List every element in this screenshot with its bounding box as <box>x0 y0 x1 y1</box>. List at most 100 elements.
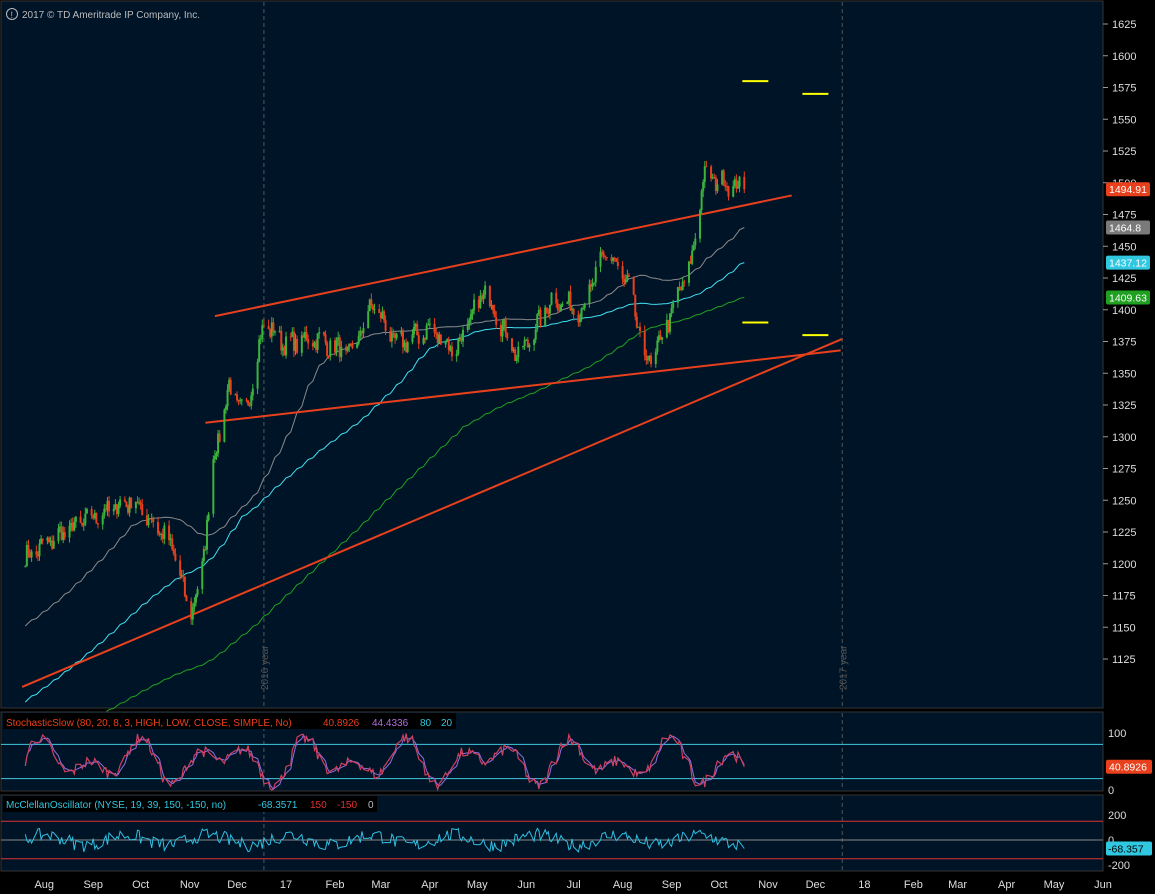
candle-body <box>676 287 679 303</box>
x-tick-label: Dec <box>227 879 247 891</box>
candle-body <box>337 337 340 340</box>
candle-body <box>179 560 182 576</box>
candle-body <box>400 331 403 334</box>
candle-body <box>261 325 264 339</box>
candle-body <box>710 166 713 179</box>
trend-line <box>214 194 792 318</box>
candle-body <box>427 324 430 326</box>
candle-body <box>444 340 447 345</box>
candle-body <box>743 176 746 190</box>
candle-body <box>180 574 183 576</box>
candle-body <box>338 337 341 358</box>
candle-body <box>661 337 664 340</box>
candle-body <box>139 502 142 504</box>
candle-body <box>315 342 318 350</box>
candle-body <box>395 333 398 339</box>
candle-body <box>370 299 373 306</box>
y-tick-label: 1400 <box>1112 305 1136 317</box>
candle-body <box>503 318 506 326</box>
candle-body <box>738 176 741 187</box>
candle-body <box>417 335 420 344</box>
candle-body <box>149 518 152 520</box>
price-badge <box>1106 255 1150 270</box>
y-tick-label: 1600 <box>1112 51 1136 63</box>
candle-body <box>732 186 735 197</box>
osc-legend-v1: -68.3571 <box>258 800 298 811</box>
candle-body <box>207 513 210 521</box>
candle-body <box>533 339 536 345</box>
candle-body <box>278 330 281 332</box>
candle-body <box>240 399 243 401</box>
candle-body <box>47 537 50 543</box>
y-tick-label: 1275 <box>1112 464 1136 476</box>
candle-body <box>291 331 294 337</box>
stoch-badge <box>1106 759 1152 774</box>
candle-body <box>572 308 575 315</box>
candle-body <box>457 338 460 355</box>
candle-body <box>117 505 120 514</box>
x-tick-label: Feb <box>904 879 923 891</box>
y-tick-label: 1250 <box>1112 495 1136 507</box>
candle-body <box>307 339 310 344</box>
candle-body <box>714 177 717 192</box>
stoch-legend-v1: 40.8926 <box>323 718 360 729</box>
candle-body <box>643 331 646 356</box>
candle-body <box>103 508 106 516</box>
candle-body <box>379 312 382 319</box>
info-icon[interactable] <box>6 8 18 20</box>
candle-body <box>74 516 77 522</box>
candle-body <box>217 433 220 454</box>
trend-line <box>205 349 841 424</box>
candle-body <box>256 361 259 389</box>
candle-body <box>359 330 362 336</box>
candle-body <box>272 322 275 333</box>
candle-body <box>646 359 649 361</box>
candle-body <box>213 456 216 460</box>
stoch-y-tick-label: 100 <box>1108 728 1126 740</box>
candle-body <box>316 333 319 350</box>
candle-body <box>477 299 480 308</box>
candle-body <box>425 325 428 340</box>
candle-body <box>689 261 692 264</box>
candle-body <box>145 515 148 525</box>
candle-body <box>52 541 55 549</box>
candle-body <box>722 170 725 186</box>
candle-body <box>627 275 630 277</box>
candle-body <box>24 566 27 568</box>
candle-body <box>612 257 615 262</box>
y-tick-label: 1150 <box>1112 622 1136 634</box>
candle-body <box>547 312 550 314</box>
candle-body <box>588 284 591 304</box>
candle-body <box>285 336 288 356</box>
x-tick-label: Apr <box>421 879 438 891</box>
candle-body <box>480 295 483 300</box>
candle-body <box>373 309 376 311</box>
y-tick-label: 1225 <box>1112 527 1136 539</box>
osc-legend-bg <box>3 796 377 812</box>
candle-body <box>394 333 397 339</box>
candle-body <box>30 551 33 558</box>
candle-body <box>327 355 330 357</box>
candle-body <box>510 338 513 351</box>
candle-body <box>616 261 619 267</box>
candle-body <box>378 309 381 313</box>
candle-body <box>79 516 82 523</box>
candle-body <box>283 347 286 356</box>
candle-body <box>152 518 155 523</box>
candle-body <box>413 326 416 335</box>
svg-text:McClellanOscillator (NYSE, 19,: McClellanOscillator (NYSE, 19, 39, 150, … <box>6 800 374 811</box>
candle-body <box>602 252 605 256</box>
candle-body <box>35 551 38 555</box>
candle-body <box>224 406 227 410</box>
candle-body <box>92 515 95 519</box>
candle-body <box>104 508 107 510</box>
candle-body <box>488 285 491 307</box>
price-badge <box>1106 290 1150 305</box>
candle-body <box>296 338 299 353</box>
candle-body <box>567 291 570 303</box>
candle-body <box>534 329 537 340</box>
candle-body <box>150 518 153 520</box>
candle-body <box>29 554 32 558</box>
candle-body <box>326 342 329 356</box>
candle-body <box>490 304 493 307</box>
